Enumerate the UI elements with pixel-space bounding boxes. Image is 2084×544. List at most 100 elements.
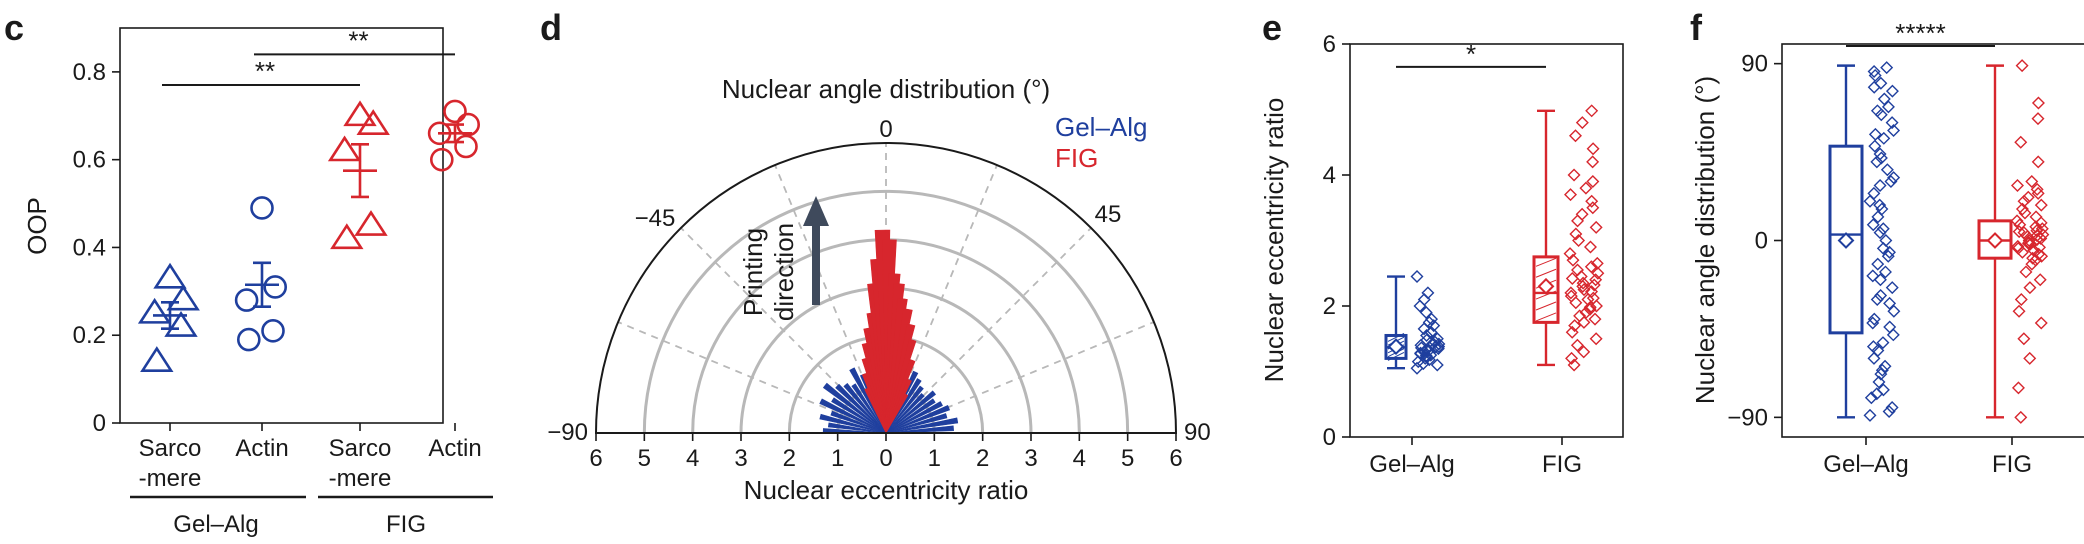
- panel-f-data-point: [2017, 332, 2031, 346]
- panel-f-box: [1828, 144, 1864, 335]
- panel-c-xtick-label: Sarco: [139, 435, 202, 462]
- panel-c-plot-frame: [119, 27, 444, 424]
- panel-c-group-fig: FIG: [386, 511, 426, 538]
- panel-d-bar-gel-alg: [885, 393, 925, 434]
- panel-f-data-point: [2014, 410, 2028, 424]
- panel-d-bar-gel-alg: [827, 422, 887, 434]
- panel-f-data-point: [1874, 76, 1888, 90]
- panel-f-data-point: [1875, 202, 1889, 216]
- panel-d-radius-tick-label: 4: [1073, 445, 1086, 472]
- panel-f-data-point: [2014, 135, 2028, 149]
- panel-f-data-point: [2029, 220, 2043, 234]
- printing-direction-line2: direction: [769, 223, 799, 321]
- panel-d-legend-gel-alg: Gel–Alg: [1055, 112, 1148, 142]
- panel-e-xtick-label: FIG: [1542, 451, 1582, 478]
- panel-d-bar-gel-alg: [885, 390, 937, 434]
- panel-e-ytick-label: 2: [1323, 293, 1336, 320]
- panel-e-data-point: [1564, 188, 1578, 202]
- panel-e: e Nuclear eccentricity ratio 0 2 4 6 * Gel–…: [1259, 7, 1624, 478]
- panel-c-ytick-label: 0.2: [73, 322, 106, 349]
- panel-f-data-point: [2034, 198, 2048, 212]
- panel-e-data-point: [1421, 286, 1435, 300]
- panel-f-data-point: [2012, 225, 2026, 239]
- panel-d-angle-label: −45: [635, 205, 676, 232]
- panel-e-data-point: [1589, 220, 1603, 234]
- panel-e-data-point: [1588, 312, 1602, 326]
- panel-f-marks: [1828, 59, 2050, 424]
- panel-e-data-point: [1575, 116, 1589, 130]
- panel-e-data-point: [1585, 194, 1599, 208]
- panel-e-data-point: [1422, 315, 1436, 329]
- panel-c-point-circle: [443, 99, 467, 124]
- panel-e-data-point: [1565, 272, 1579, 285]
- panel-f-data-point: [1874, 289, 1888, 303]
- panel-f-data-point: [1870, 155, 1884, 169]
- panel-f-xtick-label: FIG: [1992, 451, 2032, 478]
- panel-f-data-point: [1879, 234, 1893, 247]
- panel-c-xtick-label: Sarco: [329, 435, 392, 462]
- panel-f-ytick-label: 90: [1741, 51, 1768, 78]
- panel-d-angle-label: 90: [1184, 419, 1211, 446]
- panel-f-data-point: [1876, 241, 1890, 255]
- panel-e-data-point: [1416, 357, 1430, 371]
- panel-f-data-point: [2034, 316, 2048, 330]
- panel-f-data-point: [2019, 265, 2033, 279]
- panel-e-data-point: [1583, 240, 1597, 254]
- panel-f-data-point: [1884, 175, 1898, 189]
- panel-f-data-point: [1880, 163, 1894, 177]
- panel-c-point-circle: [234, 288, 259, 312]
- panel-f-data-point: [1867, 312, 1881, 326]
- panel-f-data-point: [2025, 175, 2039, 189]
- panel-e-data-point: [1426, 336, 1440, 350]
- panel-c-xtick-label: Actin: [235, 435, 288, 462]
- panel-f-data-point: [1874, 108, 1888, 122]
- panel-f-data-point: [1878, 265, 1892, 279]
- panel-c-label: c: [4, 7, 24, 48]
- panel-e-data-point: [1567, 168, 1581, 182]
- panel-c-point-circle: [237, 327, 261, 352]
- panel-e-ytick-label: 0: [1323, 424, 1336, 451]
- panel-f-data-point: [1867, 65, 1881, 78]
- panel-f-data-point: [2030, 182, 2044, 196]
- panel-f-data-point: [1885, 116, 1899, 130]
- panel-d-bar-gel-alg: [835, 383, 887, 434]
- panel-e-data-point: [1419, 343, 1433, 357]
- panel-f-data-point: [2023, 351, 2037, 365]
- panel-d-radius-tick-label: 5: [638, 445, 651, 472]
- panel-e-data-point: [1414, 341, 1428, 355]
- panel-f-data-point: [1883, 320, 1897, 334]
- panel-f-data-point: [2021, 190, 2035, 204]
- panel-d-title: Nuclear angle distribution (°): [722, 74, 1050, 104]
- panel-d-radius-tick-label: 3: [734, 445, 747, 472]
- panel-e-box-hatch: [1535, 268, 1557, 278]
- panel-e-data-point: [1586, 291, 1600, 305]
- panel-f-data-point: [1867, 186, 1881, 200]
- panel-e-ytick-label: 6: [1323, 31, 1336, 58]
- panel-e-xlabels: Gel–Alg FIG: [1369, 437, 1582, 478]
- panel-c-point-triangle: [356, 109, 390, 135]
- panel-e-data-point: [1569, 129, 1582, 143]
- panel-e-data-point: [1577, 345, 1591, 359]
- panel-c-group-gel-alg: Gel–Alg: [173, 511, 258, 538]
- panel-d-angle-label: 45: [1095, 201, 1122, 228]
- panel-f-data-point: [1878, 359, 1892, 373]
- panel-e-data-point: [1563, 247, 1577, 261]
- panel-c-point-triangle: [164, 311, 198, 337]
- panel-f-data-point: [2031, 112, 2045, 126]
- panel-e-label: e: [1262, 7, 1282, 48]
- panel-e-data-point: [1579, 306, 1593, 320]
- panel-e-box: [1532, 255, 1560, 324]
- panel-e-data-point: [1590, 256, 1604, 270]
- panel-e-data-point: [1586, 155, 1600, 169]
- panel-c-xtick-label-line2: -mere: [329, 465, 392, 492]
- printing-direction-arrow-head: [803, 196, 829, 226]
- panel-f-data-point: [1873, 178, 1887, 192]
- panel-e-data-point: [1410, 270, 1424, 284]
- panel-d-radius-ring: [642, 189, 1130, 434]
- panel-e-significance: *: [1396, 39, 1546, 69]
- panel-f-data-point: [2031, 155, 2045, 169]
- panel-f-data-point: [1868, 139, 1882, 153]
- panel-e-data-point: [1428, 340, 1442, 354]
- panel-f-data-point: [2033, 240, 2047, 254]
